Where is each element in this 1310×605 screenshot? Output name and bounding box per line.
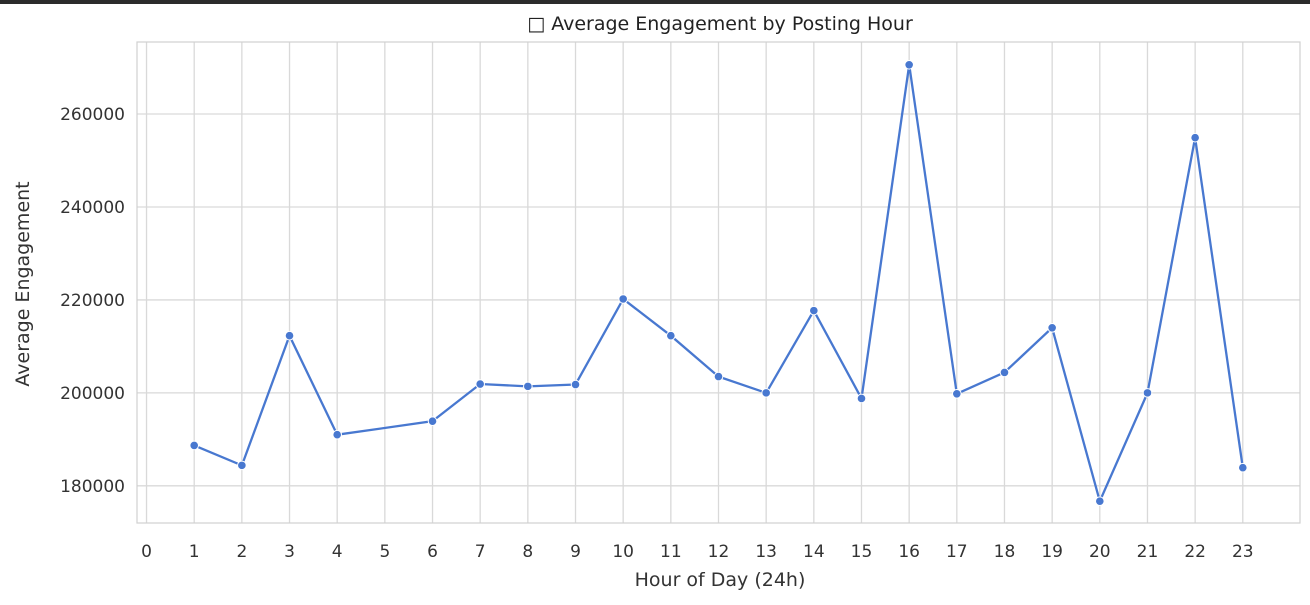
x-tick-label: 9 bbox=[570, 542, 581, 562]
data-point bbox=[1190, 132, 1200, 143]
plot-frame bbox=[136, 41, 1301, 524]
data-point bbox=[904, 59, 914, 70]
x-tick-label: 20 bbox=[1089, 542, 1111, 562]
data-point bbox=[856, 393, 867, 404]
x-tick-label: 8 bbox=[522, 542, 533, 562]
tick-labels: 0 1 2 3 4 5 6 7 8 9 10 11 12 13 14 15 16 17 18 19 20 21 22 2318… bbox=[60, 105, 1254, 562]
x-tick-label: 22 bbox=[1184, 542, 1206, 562]
x-tick-label: 3 bbox=[284, 542, 295, 562]
data-point bbox=[332, 429, 342, 440]
x-tick-label: 13 bbox=[755, 542, 777, 562]
x-tick-label: 0 bbox=[141, 542, 152, 562]
data-point bbox=[284, 330, 295, 341]
data-point bbox=[999, 367, 1010, 378]
data-point bbox=[952, 389, 962, 399]
grid bbox=[137, 42, 1300, 523]
data-point bbox=[475, 379, 485, 389]
data-point bbox=[713, 371, 724, 382]
data-point bbox=[570, 379, 581, 390]
top-bar bbox=[0, 0, 1310, 4]
x-tick-label: 17 bbox=[946, 542, 968, 562]
y-tick-label: 260000 bbox=[60, 105, 125, 125]
chart-title: □ Average Engagement by Posting Hour bbox=[527, 13, 913, 35]
x-tick-label: 1 bbox=[189, 542, 200, 562]
x-tick-label: 11 bbox=[660, 542, 682, 562]
x-tick-label: 7 bbox=[475, 542, 486, 562]
series-line bbox=[193, 64, 1244, 505]
data-point bbox=[189, 440, 199, 451]
x-tick-label: 12 bbox=[708, 542, 730, 562]
x-axis-title: Hour of Day (24h) bbox=[635, 569, 806, 591]
x-tick-label: 6 bbox=[427, 542, 438, 562]
y-tick-label: 240000 bbox=[60, 198, 125, 218]
y-tick-label: 220000 bbox=[60, 291, 125, 311]
x-tick-label: 21 bbox=[1137, 542, 1159, 562]
y-tick-label: 200000 bbox=[60, 384, 125, 404]
x-tick-label: 15 bbox=[851, 542, 873, 562]
x-tick-label: 14 bbox=[803, 542, 825, 562]
data-point bbox=[761, 388, 771, 398]
x-tick-label: 5 bbox=[379, 542, 390, 562]
data-point bbox=[1047, 323, 1057, 333]
data-point bbox=[427, 416, 438, 427]
y-tick-label: 180000 bbox=[60, 477, 125, 497]
data-point bbox=[1095, 496, 1105, 506]
x-tick-label: 16 bbox=[898, 542, 920, 562]
data-point bbox=[1238, 462, 1248, 473]
y-axis-title: Average Engagement bbox=[12, 181, 34, 386]
data-point bbox=[523, 381, 533, 392]
x-tick-label: 23 bbox=[1232, 542, 1254, 562]
x-tick-label: 2 bbox=[236, 542, 247, 562]
data-point bbox=[809, 305, 819, 316]
x-tick-label: 18 bbox=[994, 542, 1016, 562]
data-point bbox=[1142, 388, 1153, 398]
data-point bbox=[666, 330, 676, 341]
data-point bbox=[237, 460, 247, 471]
x-tick-label: 19 bbox=[1041, 542, 1063, 562]
x-tick-label: 4 bbox=[332, 542, 343, 562]
x-tick-label: 10 bbox=[612, 542, 634, 562]
data-point bbox=[618, 294, 628, 304]
data-points bbox=[189, 59, 1248, 506]
